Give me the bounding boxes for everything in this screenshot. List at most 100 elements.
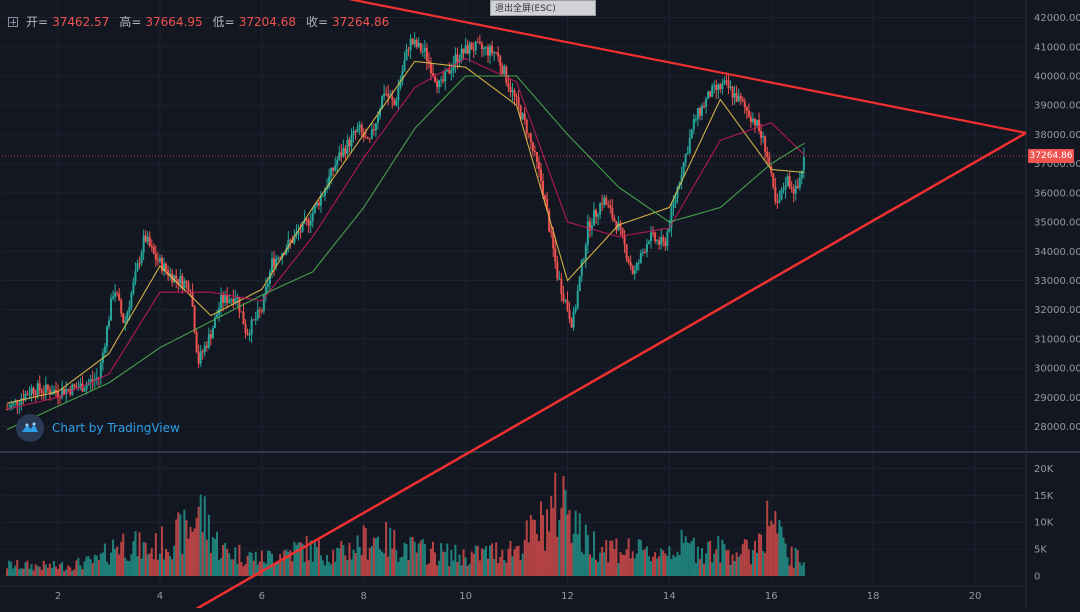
volume-bar <box>150 548 153 576</box>
candle-body <box>61 388 64 398</box>
volume-bar <box>713 553 716 576</box>
time-tick-label: 12 <box>561 591 574 602</box>
volume-bar <box>438 560 441 576</box>
volume-bar <box>548 531 551 576</box>
volume-bar <box>784 543 787 576</box>
candle-body <box>50 393 53 395</box>
volume-bar <box>69 567 72 576</box>
volume-bar <box>552 507 555 576</box>
candle-body <box>24 393 27 401</box>
volume-bar <box>792 567 795 576</box>
time-tick-label: 10 <box>459 591 472 602</box>
volume-bar <box>260 550 263 576</box>
volume-bar <box>258 561 261 576</box>
expand-icon[interactable] <box>8 16 18 27</box>
candle-body <box>46 384 49 390</box>
candle-body <box>537 161 540 170</box>
volume-bar <box>266 550 269 576</box>
price-tick-label: 31000.00 <box>1034 334 1080 345</box>
volume-bar <box>77 557 80 576</box>
volume-bar <box>733 560 736 576</box>
candle-body <box>664 241 667 247</box>
volume-bar <box>478 560 481 576</box>
volume-bar <box>747 549 750 576</box>
volume-bar <box>344 555 347 576</box>
volume-bar <box>205 539 208 576</box>
volume-bar <box>462 549 465 576</box>
tradingview-watermark[interactable]: Chart by TradingView <box>16 414 180 442</box>
volume-bar <box>576 534 579 576</box>
candle-body <box>733 93 736 98</box>
candle-body <box>511 90 514 92</box>
volume-bar <box>533 519 536 576</box>
candle-body <box>578 276 581 291</box>
volume-bar <box>313 541 316 576</box>
volume-bar <box>609 540 612 576</box>
volume-bar <box>26 560 29 576</box>
volume-bar <box>319 555 322 576</box>
volume-bar <box>660 548 663 576</box>
candle-body <box>83 389 86 392</box>
volume-tick-label: 15K <box>1034 491 1054 502</box>
candle-body <box>460 48 463 60</box>
candle-body <box>478 42 481 44</box>
volume-bar <box>564 489 567 576</box>
volume-bar <box>293 541 296 576</box>
volume-bar <box>167 551 170 576</box>
volume-bar <box>409 537 412 576</box>
moving-average-line <box>6 60 805 404</box>
volume-bar <box>705 553 708 576</box>
candle-body <box>680 175 683 183</box>
volume-bar <box>698 559 701 576</box>
candle-body <box>309 221 312 226</box>
candle-body <box>444 71 447 82</box>
candle-body <box>244 324 247 333</box>
volume-bar <box>50 567 53 576</box>
volume-bar <box>6 568 9 576</box>
candle-body <box>268 271 271 284</box>
candle-body <box>169 273 172 276</box>
candle-body <box>666 231 669 247</box>
volume-bar <box>641 550 644 576</box>
candle-body <box>731 87 734 98</box>
price-tick-label: 29000.00 <box>1034 393 1080 404</box>
volume-bar <box>112 539 115 576</box>
candle-body <box>458 59 461 63</box>
volume-bar <box>8 560 11 576</box>
candle-body <box>397 87 400 101</box>
volume-bar <box>790 546 793 576</box>
volume-bar <box>334 561 337 576</box>
candle-body <box>609 205 612 208</box>
candle-body <box>370 129 373 139</box>
volume-bar <box>768 526 771 576</box>
volume-bar <box>187 538 190 576</box>
volume-bar <box>507 548 510 576</box>
volume-bar <box>584 524 587 576</box>
candle-body <box>154 253 157 260</box>
volume-bar <box>731 554 734 576</box>
volume-bar <box>83 561 86 576</box>
volume-bar <box>401 556 404 576</box>
volume-bar <box>46 567 49 576</box>
volume-bar <box>758 533 761 576</box>
volume-bar <box>444 551 447 576</box>
volume-bar <box>727 549 730 576</box>
volume-bar <box>778 519 781 576</box>
volume-bar <box>436 565 439 576</box>
volume-bar <box>662 550 665 576</box>
volume-bar <box>315 547 318 576</box>
volume-bar <box>105 561 108 576</box>
candle-body <box>107 320 110 327</box>
volume-bar <box>275 563 278 576</box>
volume-bar <box>605 540 608 576</box>
exit-fullscreen-button[interactable]: 退出全屏(ESC) <box>490 0 596 16</box>
volume-bar <box>753 540 756 576</box>
volume-bar <box>372 537 375 576</box>
volume-bar <box>703 563 706 576</box>
volume-bar <box>480 548 483 576</box>
candle-body <box>564 299 567 301</box>
candle-body <box>271 258 274 272</box>
volume-bar <box>374 538 377 576</box>
